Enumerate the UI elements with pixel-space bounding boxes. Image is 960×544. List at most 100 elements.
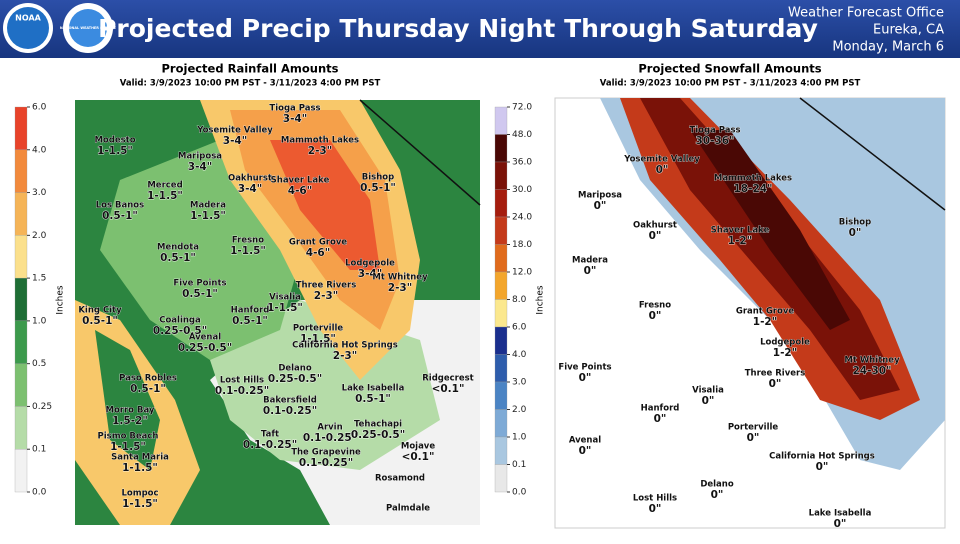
legend-label: 3.0 [32, 188, 47, 198]
place-name: Oakhurst [633, 221, 677, 231]
place-amount: 0" [654, 413, 667, 425]
place-name: Five Points [173, 279, 226, 289]
place-name: Avenal [569, 436, 601, 446]
place-amount: 3-4" [223, 135, 247, 147]
place-amount: 1-1.5" [300, 333, 336, 345]
place-amount: 0" [649, 230, 662, 242]
place-name: Madera [190, 201, 226, 211]
place-name: Mt Whitney [844, 356, 900, 366]
place-amount: 0.5-1" [355, 393, 391, 405]
place-amount: 1-1.5" [190, 210, 226, 222]
place-amount: 0.1-0.25" [215, 385, 269, 397]
legend-swatch [14, 235, 28, 279]
place-amount: 0" [834, 518, 847, 530]
place-amount: 0.1-0.25" [299, 457, 353, 469]
place-name: Coalinga [159, 316, 201, 326]
legend-swatch [494, 436, 508, 465]
place-name: Bishop [839, 218, 871, 228]
legend-swatch [494, 189, 508, 218]
place-amount: 0" [816, 461, 829, 473]
place-name: Yosemite Valley [196, 126, 273, 136]
legend-label: 48.0 [512, 130, 532, 140]
office-line: Eureka, CA [873, 23, 944, 38]
place-amount: 1-1.5" [267, 302, 303, 314]
legend-label: 4.0 [512, 350, 527, 360]
place-amount: 4-6" [288, 185, 312, 197]
legend-swatch [494, 271, 508, 300]
place-amount: 0.25-0.5" [178, 342, 232, 354]
place-name: Lost Hills [633, 494, 677, 504]
legend-label: 36.0 [512, 158, 532, 168]
place-name: Tehachapi [354, 420, 402, 430]
place-name: Arvin [317, 423, 342, 433]
legend-label: 0.1 [32, 445, 46, 455]
place-name: Tioga Pass [269, 104, 320, 114]
place-name: Oakhurst [228, 174, 272, 184]
place-amount: 0" [594, 200, 607, 212]
place-amount: 30-36" [695, 135, 734, 147]
place-amount: 0.1-0.25" [243, 439, 297, 451]
place-name: Mendota [157, 243, 199, 253]
place-amount: 0.1-0.25" [263, 405, 317, 417]
place-name: Three Rivers [296, 281, 357, 291]
legend-label: 18.0 [512, 240, 532, 250]
office-line: Weather Forecast Office [788, 6, 944, 21]
place-name: Mt Whitney [372, 273, 428, 283]
place-amount: 0" [769, 378, 782, 390]
place-amount: 0" [702, 395, 715, 407]
place-name: Shaver Lake [271, 176, 330, 186]
nws-logo-inner [69, 9, 107, 47]
place-name: California Hot Springs [769, 452, 875, 462]
noaa-logo-text: NOAA [15, 14, 41, 23]
legend-swatch [494, 161, 508, 190]
place-amount: 0.25-0.5" [268, 373, 322, 385]
panel-valid: Valid: 3/9/2023 10:00 PM PST - 3/11/2023… [600, 79, 861, 89]
office-line: Monday, March 6 [832, 40, 944, 55]
legend-swatch [14, 277, 28, 322]
place-name: Mariposa [178, 152, 222, 162]
place-amount: 0" [849, 227, 862, 239]
place-name: Lompoc [121, 489, 158, 499]
place-name: Mojave [401, 442, 435, 452]
legend-units: Inches [56, 285, 66, 315]
place-name: Palmdale [386, 504, 430, 514]
place-amount: <0.1" [432, 383, 465, 395]
place-amount: 1.5-2" [112, 415, 148, 427]
legend-label: 0.1 [512, 460, 526, 470]
place-name: Mammoth Lakes [714, 174, 792, 184]
place-amount: 3-4" [283, 113, 307, 125]
place-amount: 0.5-1" [102, 210, 138, 222]
legend-swatch [14, 363, 28, 407]
legend-label: 6.0 [512, 323, 527, 333]
place-amount: 0" [649, 503, 662, 515]
snow-max [690, 130, 850, 330]
place-name: The Grapevine [291, 448, 361, 458]
place-amount: 0.5-1" [232, 315, 268, 327]
header-title: Projected Precip Thursday Night Through … [98, 14, 818, 43]
place-amount: 0" [579, 372, 592, 384]
legend-label: 24.0 [512, 213, 532, 223]
legend-swatch [494, 134, 508, 163]
place-amount: 1-1.5" [230, 245, 266, 257]
place-name: King City [78, 306, 122, 316]
place-name: Pismo Beach [98, 432, 159, 442]
legend-label: 2.0 [32, 231, 47, 241]
place-name: Hanford [231, 306, 270, 316]
legend-label: 0.0 [512, 488, 527, 498]
legend-label: 12.0 [512, 268, 532, 278]
place-name: Santa Maria [111, 453, 169, 463]
panel-title: Projected Snowfall Amounts [638, 62, 821, 76]
legend-label: 8.0 [512, 295, 527, 305]
legend-swatch [494, 464, 508, 493]
place-amount: 4-6" [306, 247, 330, 259]
place-name: Madera [572, 256, 608, 266]
place-amount: 0.5-1" [82, 315, 118, 327]
place-name: Porterville [293, 324, 344, 334]
place-name: Visalia [692, 386, 724, 396]
header-bar [0, 0, 960, 58]
place-name: Grant Grove [289, 238, 348, 248]
place-name: Modesto [94, 136, 135, 146]
place-amount: 3-4" [188, 161, 212, 173]
nws-logo-text: NATIONAL WEATHER SERVICE [60, 26, 117, 30]
place-name: Bishop [362, 173, 394, 183]
